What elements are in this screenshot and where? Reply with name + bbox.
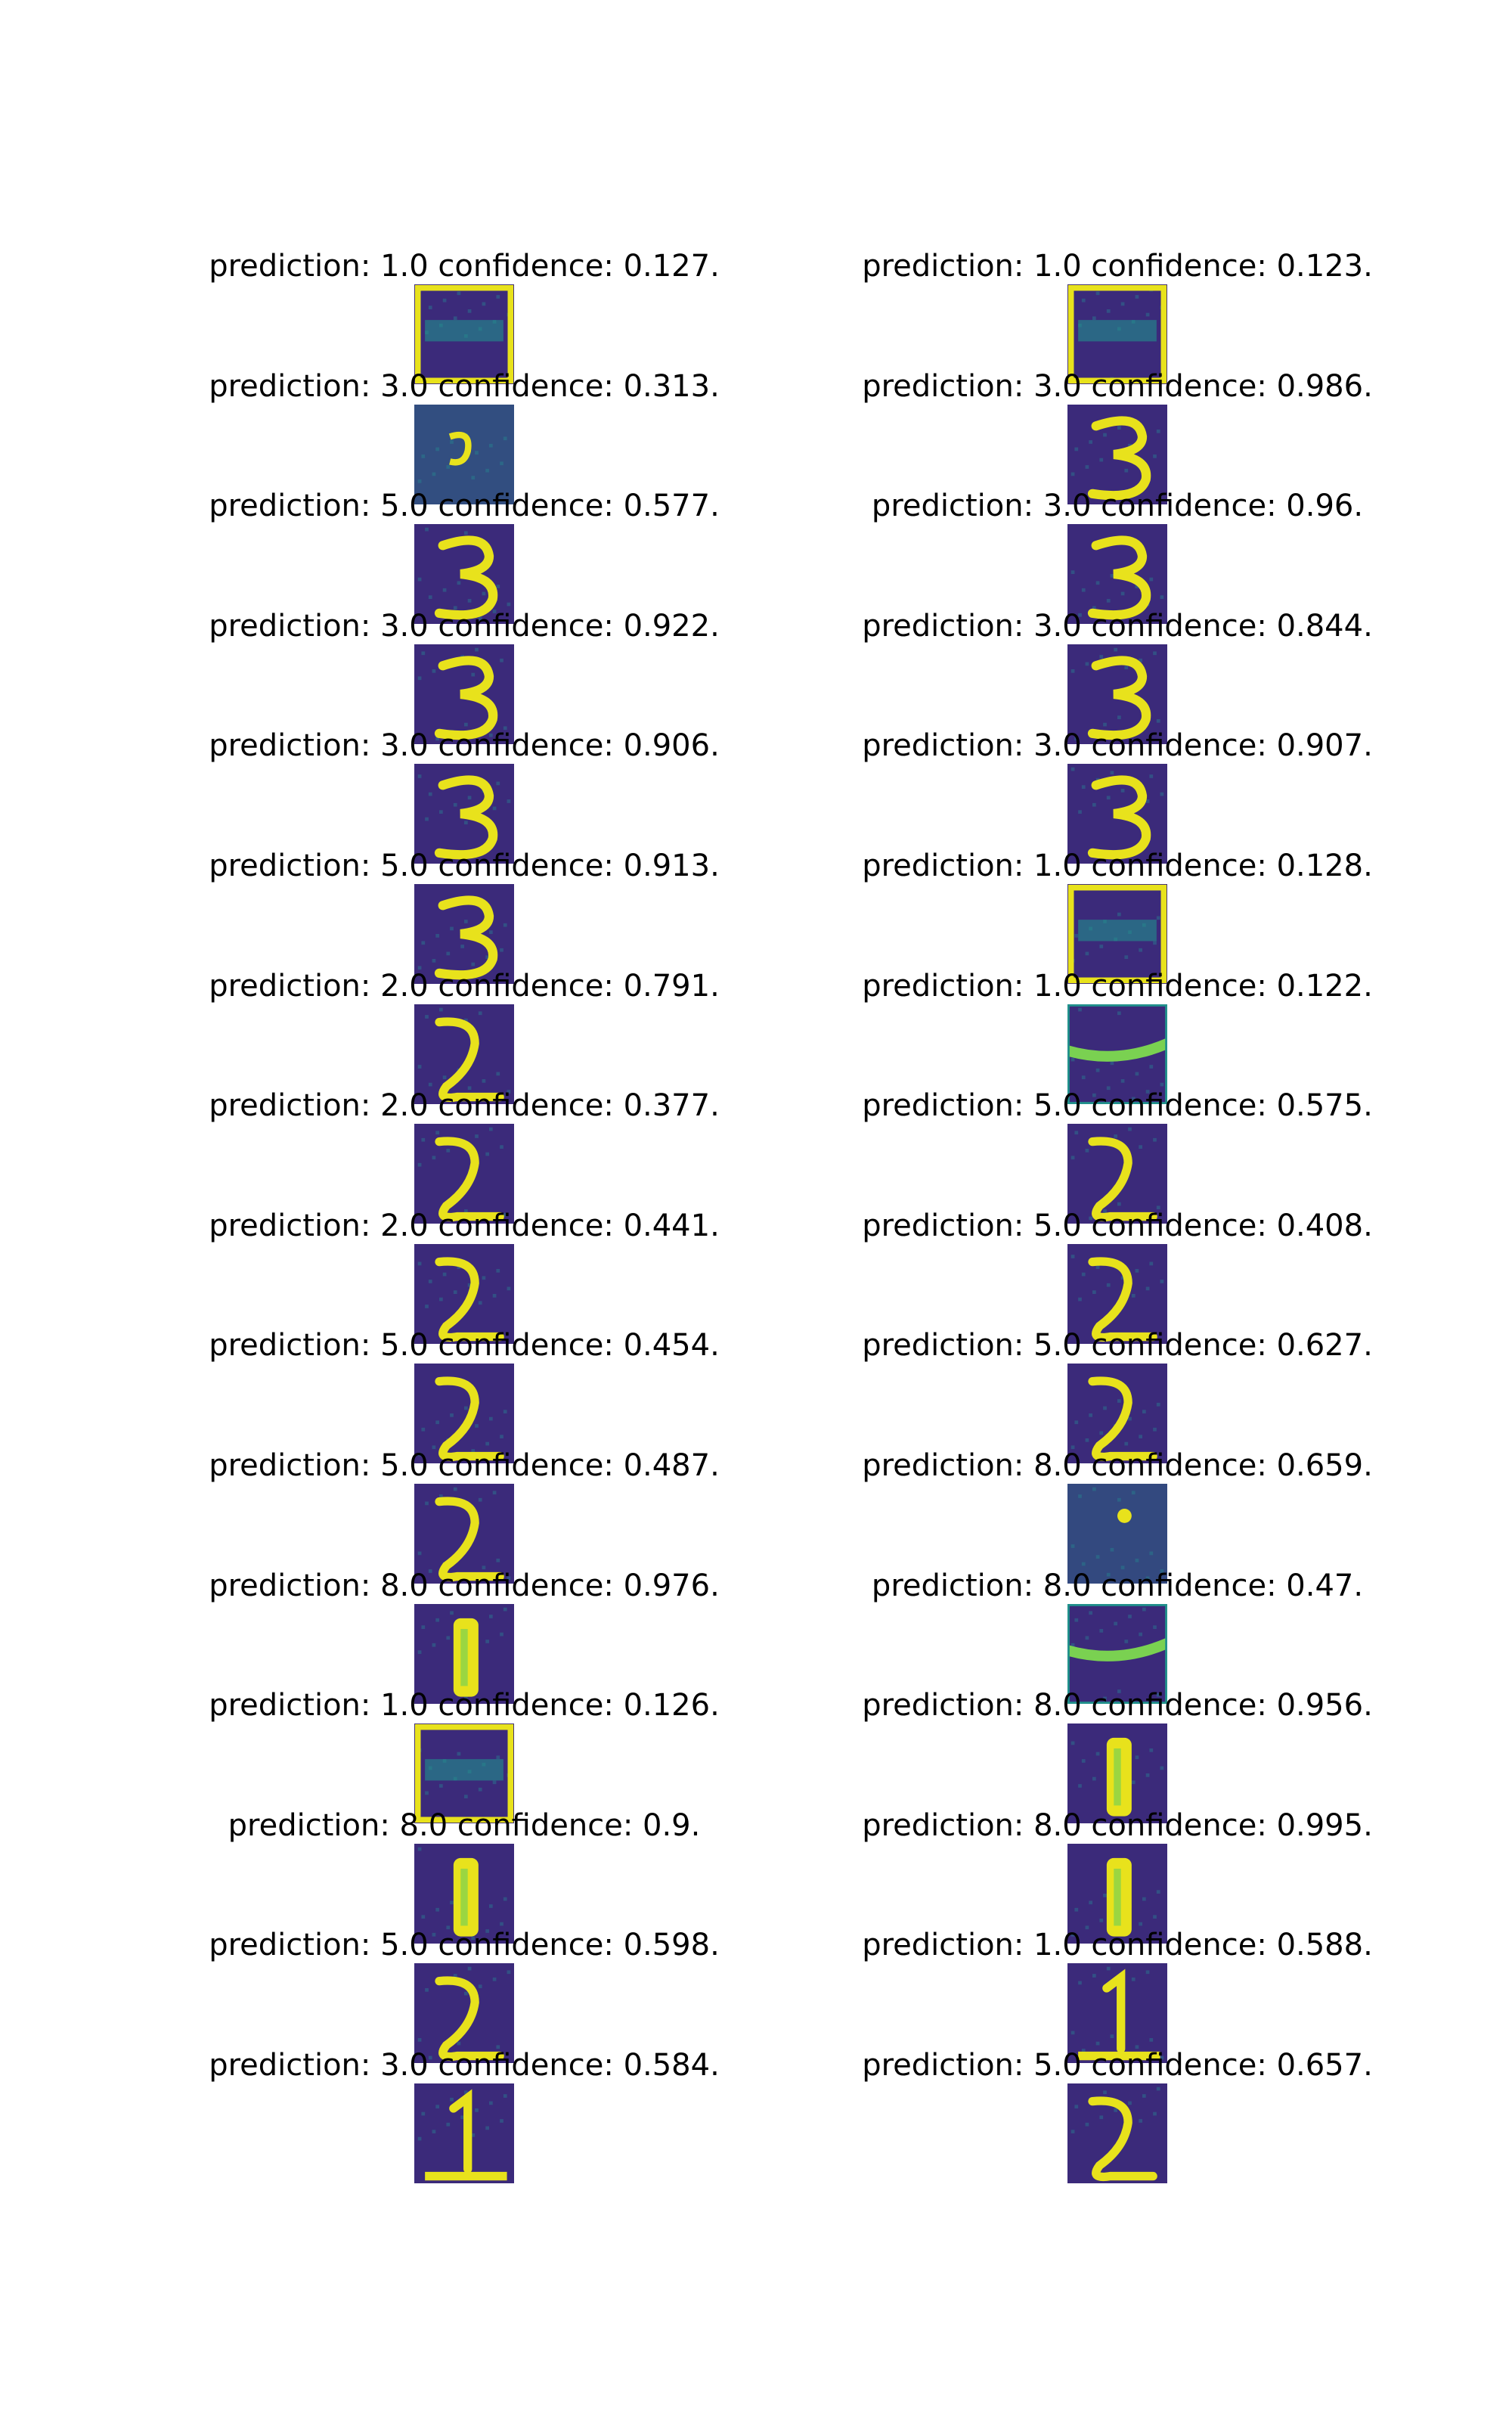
prediction-label: prediction: 3.0 confidence: 0.584. <box>209 2048 720 2083</box>
digit-thumbnail <box>414 644 514 744</box>
prediction-label: prediction: 8.0 confidence: 0.47. <box>871 1568 1364 1603</box>
prediction-label: prediction: 5.0 confidence: 0.408. <box>862 1208 1373 1243</box>
digit-thumbnail <box>1067 1124 1167 1224</box>
prediction-label: prediction: 5.0 confidence: 0.487. <box>209 1448 720 1483</box>
digit-thumbnail <box>1067 1963 1167 2064</box>
digit-thumbnail <box>414 404 514 504</box>
prediction-label: prediction: 1.0 confidence: 0.122. <box>862 968 1373 1004</box>
digit-thumbnail <box>414 1843 514 1944</box>
prediction-label: prediction: 5.0 confidence: 0.913. <box>209 849 720 883</box>
digit-thumbnail <box>1067 644 1167 744</box>
prediction-label: prediction: 3.0 confidence: 0.922. <box>209 608 720 644</box>
prediction-label: prediction: 1.0 confidence: 0.128. <box>862 849 1373 883</box>
prediction-label: prediction: 5.0 confidence: 0.627. <box>862 1328 1373 1364</box>
prediction-label: prediction: 1.0 confidence: 0.588. <box>862 1928 1373 1963</box>
prediction-label: prediction: 5.0 confidence: 0.575. <box>862 1088 1373 1124</box>
digit-thumbnail <box>1067 764 1167 864</box>
prediction-label: prediction: 2.0 confidence: 0.441. <box>209 1208 720 1243</box>
prediction-label: prediction: 5.0 confidence: 0.598. <box>209 1928 720 1963</box>
digit-thumbnail <box>414 884 514 984</box>
digit-thumbnail <box>414 1963 514 2064</box>
prediction-label: prediction: 8.0 confidence: 0.976. <box>209 1568 720 1603</box>
digit-thumbnail <box>1067 284 1167 384</box>
digit-thumbnail <box>1067 2083 1167 2183</box>
prediction-label: prediction: 8.0 confidence: 0.956. <box>862 1688 1373 1723</box>
prediction-label: prediction: 3.0 confidence: 0.96. <box>871 489 1364 524</box>
digit-thumbnail <box>414 764 514 864</box>
prediction-label: prediction: 8.0 confidence: 0.9. <box>228 1807 701 1843</box>
prediction-label: prediction: 8.0 confidence: 0.659. <box>862 1448 1373 1483</box>
digit-thumbnail <box>1067 884 1167 984</box>
prediction-label: prediction: 3.0 confidence: 0.986. <box>862 368 1373 404</box>
digit-thumbnail <box>414 1124 514 1224</box>
digit-thumbnail <box>414 1723 514 1824</box>
digit-thumbnail <box>1067 1243 1167 1344</box>
digit-thumbnail <box>1067 1603 1167 1704</box>
prediction-label: prediction: 5.0 confidence: 0.454. <box>209 1328 720 1364</box>
prediction-label: prediction: 3.0 confidence: 0.907. <box>862 728 1373 764</box>
prediction-label: prediction: 1.0 confidence: 0.127. <box>209 249 720 284</box>
prediction-label: prediction: 8.0 confidence: 0.995. <box>862 1807 1373 1843</box>
digit-thumbnail <box>414 2083 514 2183</box>
prediction-label: prediction: 1.0 confidence: 0.123. <box>862 249 1373 284</box>
digit-thumbnail <box>414 1004 514 1104</box>
digit-thumbnail <box>414 1364 514 1464</box>
digit-thumbnail <box>414 284 514 384</box>
digit-thumbnail <box>1067 1723 1167 1824</box>
digit-thumbnail <box>414 1243 514 1344</box>
prediction-label: prediction: 3.0 confidence: 0.906. <box>209 728 720 764</box>
prediction-label: prediction: 2.0 confidence: 0.791. <box>209 968 720 1004</box>
prediction-label: prediction: 1.0 confidence: 0.126. <box>209 1688 720 1723</box>
prediction-label: prediction: 5.0 confidence: 0.577. <box>209 489 720 524</box>
prediction-label: prediction: 5.0 confidence: 0.657. <box>862 2048 1373 2083</box>
prediction-label: prediction: 3.0 confidence: 0.844. <box>862 608 1373 644</box>
digit-thumbnail <box>414 524 514 625</box>
prediction-label: prediction: 2.0 confidence: 0.377. <box>209 1088 720 1124</box>
digit-thumbnail <box>414 1603 514 1704</box>
digit-thumbnail <box>1067 1484 1167 1584</box>
digit-thumbnail <box>1067 1364 1167 1464</box>
prediction-label: prediction: 3.0 confidence: 0.313. <box>209 368 720 404</box>
digit-thumbnail <box>1067 1843 1167 1944</box>
digit-thumbnail <box>1067 404 1167 504</box>
digit-thumbnail <box>1067 1004 1167 1104</box>
digit-thumbnail <box>1067 524 1167 625</box>
digit-thumbnail <box>414 1484 514 1584</box>
